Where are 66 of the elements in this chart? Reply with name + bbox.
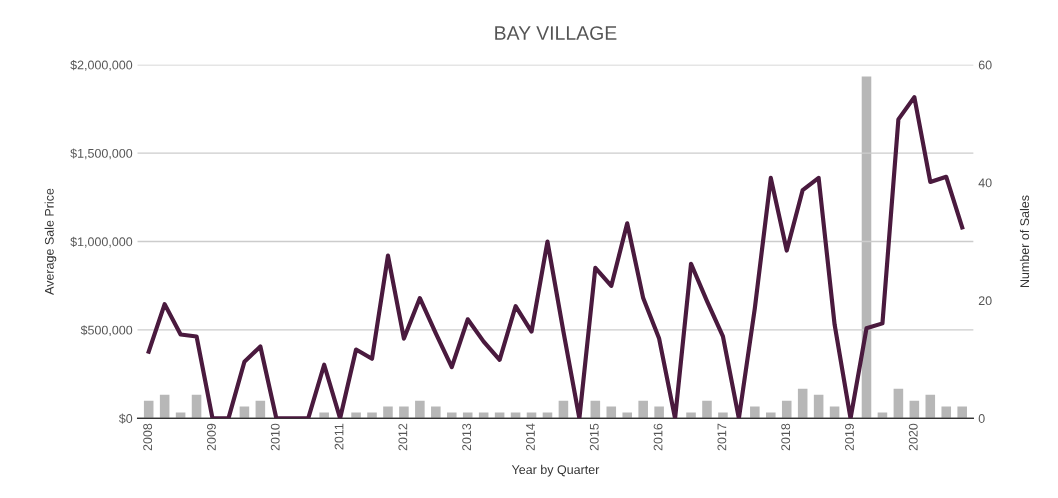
bar xyxy=(766,412,776,419)
y-axis-title: Average Sale Price xyxy=(44,188,57,295)
bar xyxy=(478,412,489,419)
bar xyxy=(175,412,186,419)
y2-tick-label: 60 xyxy=(978,60,992,70)
x-axis-title: Year by Quarter xyxy=(511,464,600,477)
bar xyxy=(654,406,664,419)
bar xyxy=(143,400,154,419)
x-tick-label: 2010 xyxy=(270,423,280,451)
x-tick-label: 2014 xyxy=(526,423,535,451)
y-tick-label: $1,000,000 xyxy=(70,236,133,248)
bar xyxy=(622,412,633,419)
bar xyxy=(319,412,329,419)
bar xyxy=(750,406,760,419)
y-tick-label: $2,000,000 xyxy=(70,60,133,71)
bar xyxy=(431,406,441,419)
bar xyxy=(494,412,505,419)
bar xyxy=(383,406,393,419)
bar xyxy=(702,400,712,419)
bar xyxy=(399,406,409,419)
x-tick-label: 2016 xyxy=(653,423,663,451)
bar xyxy=(415,400,425,419)
bar xyxy=(255,400,266,419)
bar xyxy=(510,412,521,419)
line-series xyxy=(146,95,965,419)
x-tick-label: 2017 xyxy=(717,423,727,451)
x-tick-label: 2015 xyxy=(589,423,599,451)
bar xyxy=(718,412,728,419)
y-tick-label: $500,000 xyxy=(80,325,133,337)
y-tick-label: $1,500,000 xyxy=(70,148,133,160)
bar xyxy=(686,412,696,419)
y2-tick-label: 0 xyxy=(978,414,985,423)
bar xyxy=(813,394,824,419)
x-tick-label: 2011 xyxy=(334,423,344,450)
bar xyxy=(367,412,377,419)
bar xyxy=(558,400,569,419)
bar xyxy=(797,388,808,419)
bar xyxy=(941,406,952,419)
x-tick-label: 2009 xyxy=(207,423,216,451)
x-tick-label: 2013 xyxy=(462,423,472,451)
x-tick-label: 2008 xyxy=(143,423,153,451)
bar xyxy=(191,394,202,419)
y2-tick-label: 40 xyxy=(978,178,992,188)
bar xyxy=(877,412,888,419)
bar xyxy=(781,400,792,419)
chart-title: BAY VILLAGE xyxy=(495,26,617,40)
x-tick-label: 2018 xyxy=(781,423,791,451)
bar xyxy=(893,388,904,419)
bar xyxy=(526,412,537,419)
bar xyxy=(638,400,648,419)
bar xyxy=(909,400,920,419)
bar xyxy=(351,412,361,419)
x-tick-label: 2012 xyxy=(398,423,408,451)
y-tick-label: $0 xyxy=(118,413,133,424)
bar xyxy=(542,412,553,419)
bar xyxy=(925,394,936,419)
bar xyxy=(590,400,601,419)
bar xyxy=(446,412,457,419)
bar xyxy=(606,406,617,419)
y2-axis-title: Number of Sales xyxy=(1019,195,1030,288)
x-tick-label: 2020 xyxy=(908,423,918,451)
y2-tick-label: 20 xyxy=(978,296,992,306)
x-tick-label: 2019 xyxy=(845,423,854,451)
bar xyxy=(957,406,967,419)
bar xyxy=(462,412,473,419)
bar xyxy=(159,394,170,419)
